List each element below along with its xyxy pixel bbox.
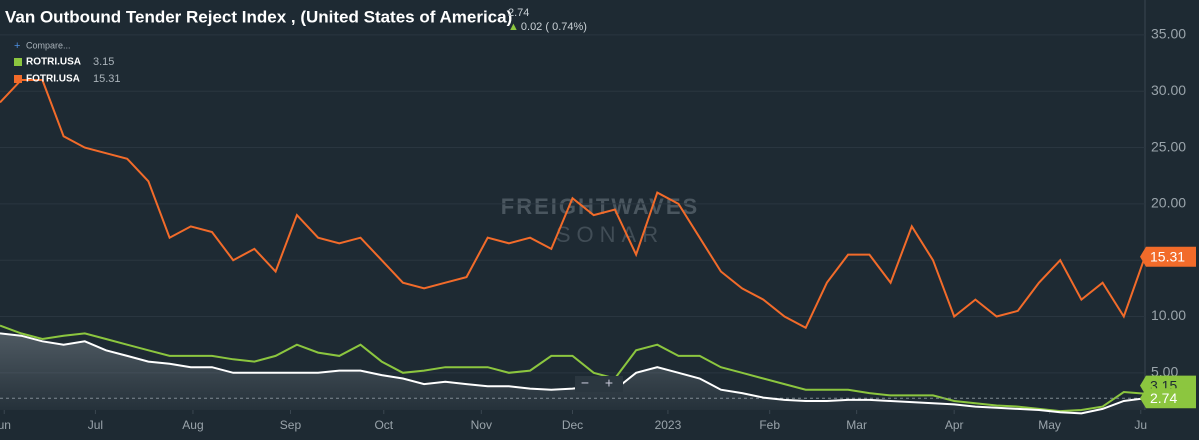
x-tick-label: Jul	[88, 418, 103, 432]
legend-label: FOTRI.USA	[26, 74, 80, 85]
area	[0, 333, 1145, 414]
up-arrow: ▲	[508, 21, 519, 33]
plot	[0, 34, 1146, 415]
legend-value: 3.15	[93, 56, 114, 68]
value-badge	[1140, 246, 1196, 267]
x-tick-label: Aug	[182, 418, 203, 432]
legend-swatch	[14, 58, 22, 66]
x-tick-label: Mar	[846, 418, 867, 432]
badge-label: 15.31	[1150, 248, 1185, 264]
value-badge	[1140, 388, 1196, 409]
legend-swatch	[14, 75, 22, 83]
x-tick-label: Sep	[280, 418, 302, 432]
x-tick-label: Oct	[374, 418, 393, 432]
compare[interactable]: Compare...	[26, 40, 71, 50]
current-value: 2.74	[508, 7, 529, 19]
y-tick-label: 5.00	[1151, 364, 1178, 380]
legend-label: ROTRI.USA	[26, 57, 81, 68]
x-tick-label: 2023	[655, 418, 682, 432]
compare-icon[interactable]: +	[14, 40, 20, 52]
x-tick-label: May	[1038, 418, 1061, 432]
legend: ROTRI.USA 3.15 FOTRI.USA 15.31	[14, 56, 121, 85]
y-tick-label: 30.00	[1151, 82, 1186, 98]
x-tick-label: un	[0, 418, 11, 432]
zoom-bg	[575, 376, 623, 392]
x-tick-label: Dec	[562, 418, 583, 432]
x-tick-label: Nov	[471, 418, 492, 432]
x-tick-label: Apr	[945, 418, 964, 432]
x-tick-label: Ju	[1134, 418, 1147, 432]
line	[0, 332, 1146, 415]
badge-label: 2.74	[1150, 390, 1177, 406]
zoom-out[interactable]: −	[581, 375, 589, 391]
y-tick-label: 25.00	[1151, 138, 1186, 154]
change-text: 0.02 ( 0.74%)	[521, 21, 587, 33]
change: ▲ 0.02 ( 0.74%)	[508, 21, 587, 33]
x-tick-label: Feb	[759, 418, 780, 432]
watermark: FREIGHTWAVES	[501, 194, 699, 219]
line	[0, 79, 1146, 330]
chart-title: Van Outbound Tender Reject Index , (Unit…	[5, 7, 512, 26]
y-tick-label: 10.00	[1151, 307, 1186, 323]
zoom-in[interactable]: +	[605, 375, 613, 391]
y-tick-label: 35.00	[1151, 26, 1186, 42]
y-tick-label: 20.00	[1151, 195, 1186, 211]
legend-value: 15.31	[93, 73, 121, 85]
watermark: SONAR	[556, 222, 664, 247]
line	[0, 324, 1146, 413]
